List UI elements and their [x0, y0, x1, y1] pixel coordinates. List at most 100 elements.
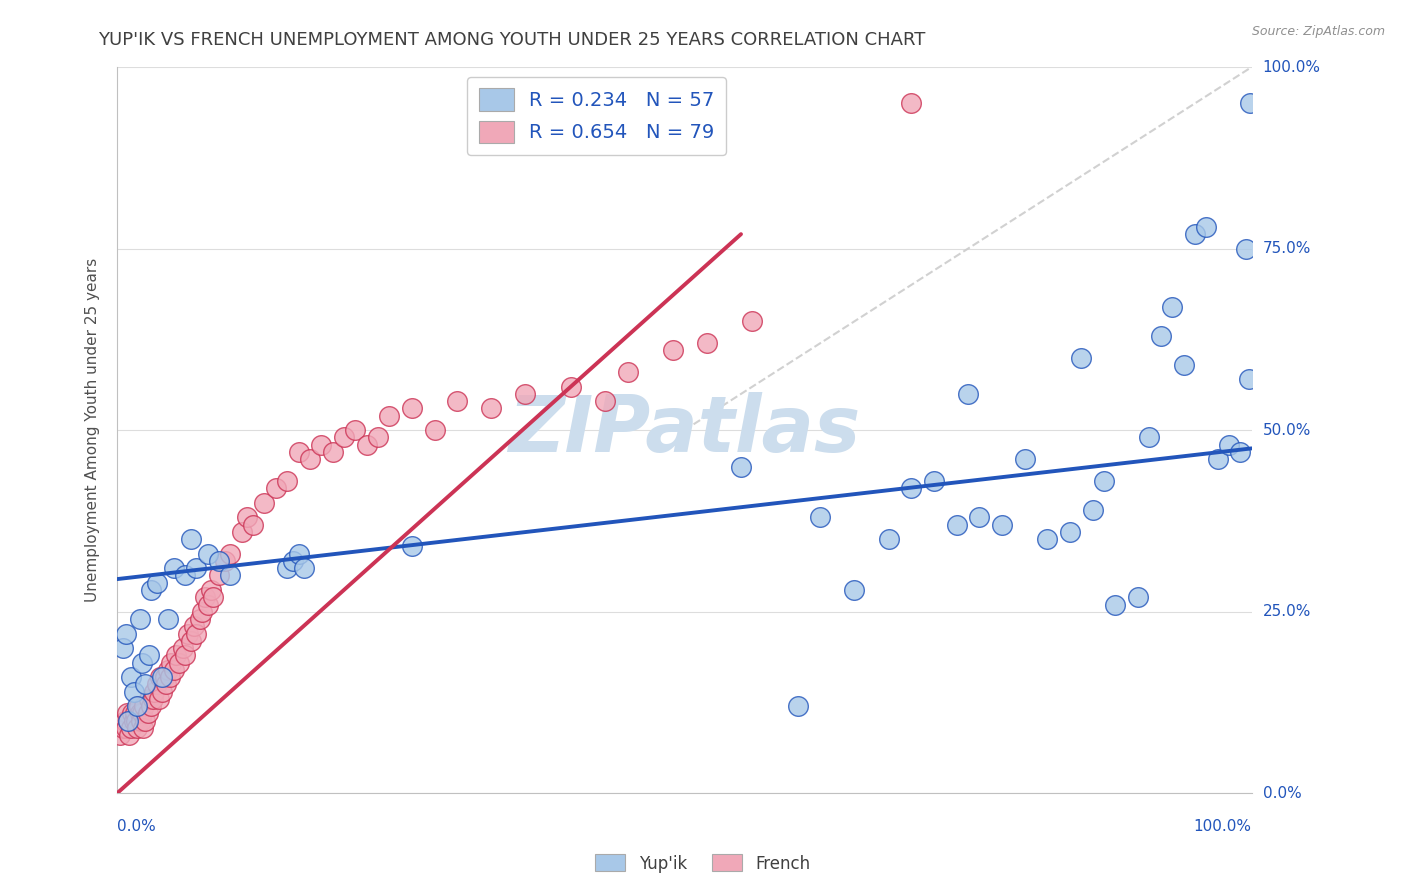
Point [202, 591, 225, 605]
Point [231, 524, 253, 539]
Point [117, 714, 139, 728]
Point [956, 387, 979, 401]
Point [180, 532, 202, 546]
Point [149, 670, 172, 684]
Point [900, 96, 922, 111]
Point [150, 684, 173, 698]
Point [810, 510, 832, 524]
Point [786, 699, 808, 714]
Point [242, 517, 264, 532]
Text: 100.0%: 100.0% [1263, 60, 1320, 75]
Point [844, 582, 866, 597]
Point [309, 438, 332, 452]
Point [122, 714, 145, 728]
Point [696, 336, 718, 351]
Point [136, 706, 159, 721]
Point [741, 314, 763, 328]
Point [160, 656, 183, 670]
Point [131, 656, 153, 670]
Point [191, 605, 214, 619]
Point [111, 721, 134, 735]
Point [157, 663, 180, 677]
Point [236, 510, 259, 524]
Point [125, 714, 148, 728]
Point [197, 547, 219, 561]
Point [593, 394, 616, 409]
Point [298, 452, 321, 467]
Point [163, 663, 186, 677]
Point [1150, 328, 1173, 343]
Point [114, 714, 136, 728]
Y-axis label: Unemployment Among Youth under 25 years: Unemployment Among Youth under 25 years [86, 258, 100, 602]
Point [991, 517, 1014, 532]
Point [378, 409, 401, 423]
Point [1239, 372, 1261, 386]
Point [150, 670, 173, 684]
Point [121, 706, 143, 721]
Point [128, 706, 150, 721]
Point [139, 582, 162, 597]
Point [208, 554, 231, 568]
Point [945, 517, 967, 532]
Point [1126, 591, 1149, 605]
Point [134, 677, 156, 691]
Point [169, 656, 191, 670]
Point [174, 568, 197, 582]
Point [1104, 598, 1126, 612]
Point [1081, 503, 1104, 517]
Point [253, 496, 276, 510]
Point [138, 692, 160, 706]
Point [129, 714, 152, 728]
Point [446, 394, 468, 409]
Point [128, 612, 150, 626]
Point [115, 721, 138, 735]
Point [969, 510, 991, 524]
Point [145, 677, 167, 691]
Point [1206, 452, 1229, 467]
Point [1184, 227, 1206, 241]
Point [1139, 430, 1161, 444]
Point [877, 532, 900, 546]
Point [264, 481, 287, 495]
Point [131, 706, 153, 721]
Legend: Yup'ik, French: Yup'ik, French [589, 847, 817, 880]
Point [142, 692, 165, 706]
Point [122, 684, 145, 698]
Point [1059, 524, 1081, 539]
Point [127, 721, 149, 735]
Point [188, 612, 211, 626]
Point [287, 547, 309, 561]
Point [148, 692, 170, 706]
Point [1173, 358, 1195, 372]
Point [163, 561, 186, 575]
Point [172, 641, 194, 656]
Point [1092, 474, 1115, 488]
Point [183, 619, 205, 633]
Point [174, 648, 197, 663]
Point [186, 561, 208, 575]
Point [900, 481, 922, 495]
Text: 0.0%: 0.0% [117, 819, 156, 834]
Point [110, 728, 132, 742]
Point [139, 699, 162, 714]
Point [120, 721, 142, 735]
Text: ZIPatlas: ZIPatlas [508, 392, 860, 468]
Point [292, 561, 315, 575]
Point [344, 423, 367, 437]
Point [197, 598, 219, 612]
Point [287, 445, 309, 459]
Point [208, 568, 231, 582]
Point [922, 474, 945, 488]
Point [214, 554, 236, 568]
Point [560, 379, 582, 393]
Point [730, 459, 752, 474]
Point [115, 626, 138, 640]
Point [124, 706, 146, 721]
Text: 100.0%: 100.0% [1194, 819, 1251, 834]
Point [401, 401, 423, 416]
Point [401, 540, 423, 554]
Point [333, 430, 356, 444]
Point [177, 626, 200, 640]
Point [367, 430, 389, 444]
Point [1161, 300, 1184, 314]
